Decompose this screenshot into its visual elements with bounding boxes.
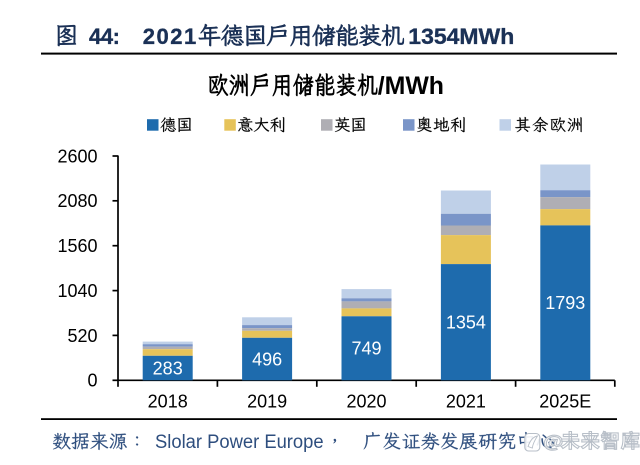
svg-text:2080: 2080 [57,191,97,211]
svg-text:520: 520 [67,326,97,346]
svg-text:0: 0 [87,371,97,391]
svg-text:1354MWh: 1354MWh [408,24,514,49]
svg-text:44:: 44: [89,24,120,49]
svg-text:1040: 1040 [57,281,97,301]
svg-text:1354: 1354 [446,313,486,333]
svg-text:1560: 1560 [57,236,97,256]
svg-text:749: 749 [351,339,381,359]
svg-text:2018: 2018 [148,392,188,412]
svg-text:2021: 2021 [446,392,486,412]
svg-text:2600: 2600 [57,146,97,166]
svg-text:283: 283 [153,358,183,378]
svg-text:Slolar Power Europe: Slolar Power Europe [155,432,324,453]
svg-text:2021: 2021 [143,24,197,49]
svg-text:496: 496 [252,349,282,369]
svg-text:2020: 2020 [346,392,386,412]
svg-text:1793: 1793 [545,293,585,313]
svg-text:2019: 2019 [247,392,287,412]
svg-text:/MWh: /MWh [378,72,444,100]
svg-text:2025E: 2025E [539,392,591,412]
